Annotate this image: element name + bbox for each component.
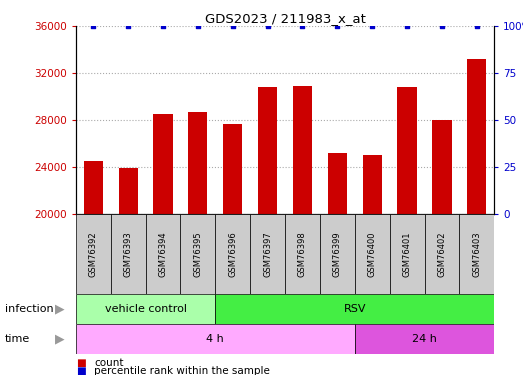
Point <box>368 23 377 29</box>
FancyBboxPatch shape <box>76 294 215 324</box>
Bar <box>258 87 277 214</box>
Text: vehicle control: vehicle control <box>105 304 187 314</box>
Text: GSM76392: GSM76392 <box>89 231 98 277</box>
FancyBboxPatch shape <box>425 214 459 294</box>
FancyBboxPatch shape <box>355 214 390 294</box>
Text: infection: infection <box>5 304 54 314</box>
Point <box>124 23 132 29</box>
FancyBboxPatch shape <box>111 214 145 294</box>
FancyBboxPatch shape <box>355 324 494 354</box>
Text: GSM76394: GSM76394 <box>158 231 167 277</box>
Text: GSM76393: GSM76393 <box>123 231 133 277</box>
Text: GSM76397: GSM76397 <box>263 231 272 277</box>
FancyBboxPatch shape <box>390 214 425 294</box>
Text: GSM76401: GSM76401 <box>403 231 412 277</box>
Bar <box>397 87 417 214</box>
Bar <box>119 168 138 214</box>
Bar <box>293 86 312 214</box>
Text: GSM76402: GSM76402 <box>437 231 447 277</box>
Text: 4 h: 4 h <box>207 334 224 344</box>
Bar <box>84 161 103 214</box>
Text: GSM76396: GSM76396 <box>228 231 237 277</box>
Text: GSM76398: GSM76398 <box>298 231 307 277</box>
Text: GSM76400: GSM76400 <box>368 231 377 277</box>
Text: percentile rank within the sample: percentile rank within the sample <box>94 366 270 375</box>
Text: RSV: RSV <box>344 304 366 314</box>
Bar <box>188 112 208 214</box>
Text: time: time <box>5 334 30 344</box>
Text: count: count <box>94 358 123 368</box>
FancyBboxPatch shape <box>250 214 285 294</box>
FancyBboxPatch shape <box>215 214 250 294</box>
Text: GSM76403: GSM76403 <box>472 231 481 277</box>
Title: GDS2023 / 211983_x_at: GDS2023 / 211983_x_at <box>204 12 366 25</box>
FancyBboxPatch shape <box>76 324 355 354</box>
Point <box>159 23 167 29</box>
Text: ■: ■ <box>76 366 86 375</box>
Point <box>89 23 97 29</box>
Point <box>333 23 342 29</box>
Bar <box>153 114 173 214</box>
FancyBboxPatch shape <box>145 214 180 294</box>
Point <box>298 23 306 29</box>
FancyBboxPatch shape <box>320 214 355 294</box>
Text: ▶: ▶ <box>55 303 65 316</box>
Point <box>473 23 481 29</box>
Point <box>403 23 411 29</box>
FancyBboxPatch shape <box>76 214 111 294</box>
Text: GSM76399: GSM76399 <box>333 231 342 277</box>
FancyBboxPatch shape <box>215 294 494 324</box>
Text: ■: ■ <box>76 358 86 368</box>
FancyBboxPatch shape <box>459 214 494 294</box>
Bar <box>223 123 242 214</box>
Bar <box>467 59 486 214</box>
Point <box>229 23 237 29</box>
Point <box>438 23 446 29</box>
FancyBboxPatch shape <box>285 214 320 294</box>
Text: GSM76395: GSM76395 <box>194 231 202 277</box>
FancyBboxPatch shape <box>180 214 215 294</box>
Text: 24 h: 24 h <box>412 334 437 344</box>
Bar <box>328 153 347 214</box>
Bar <box>362 155 382 214</box>
Text: ▶: ▶ <box>55 333 65 346</box>
Point <box>194 23 202 29</box>
Bar <box>433 120 451 214</box>
Point <box>264 23 272 29</box>
